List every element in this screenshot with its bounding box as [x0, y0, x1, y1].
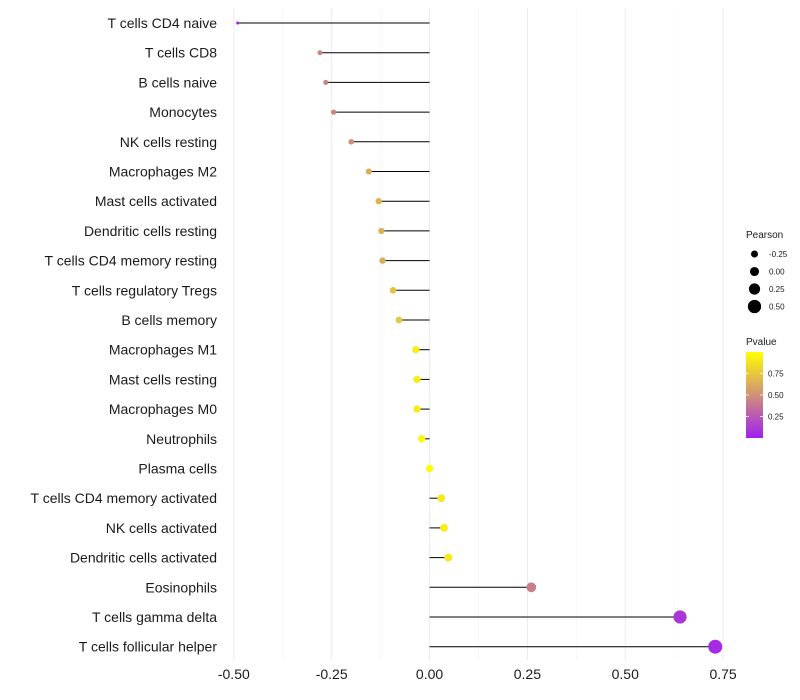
- lollipop-point: [412, 346, 420, 354]
- size-legend-key: [748, 283, 761, 295]
- lollipop-point: [365, 168, 372, 175]
- x-tick-label: -0.50: [218, 666, 250, 682]
- category-label: Dendritic cells resting: [84, 223, 217, 239]
- category-label: T cells CD8: [145, 45, 217, 61]
- category-label: Mast cells activated: [95, 193, 217, 209]
- category-label: NK cells activated: [106, 520, 217, 536]
- category-label: T cells CD4 memory resting: [45, 253, 217, 269]
- category-label: Macrophages M2: [109, 164, 217, 180]
- lollipop-segments: [237, 22, 716, 648]
- category-label: Macrophages M1: [109, 342, 217, 358]
- category-label: Mast cells resting: [109, 371, 217, 387]
- lollipop-point: [425, 464, 434, 473]
- category-label: T cells CD4 memory activated: [31, 490, 217, 506]
- category-label: B cells memory: [121, 312, 217, 328]
- color-legend: Pvalue 0.25 0.50 0.75: [746, 337, 784, 438]
- grid-lines: [233, 8, 724, 660]
- color-legend-title: Pvalue: [746, 337, 777, 348]
- lollipop-points: [236, 21, 723, 654]
- x-tick-label: 0.75: [709, 666, 736, 682]
- category-label: Eosinophils: [145, 579, 217, 595]
- category-label: T cells regulatory Tregs: [72, 282, 217, 298]
- size-legend-key: [747, 299, 762, 314]
- lollipop-point: [330, 109, 337, 115]
- size-legend-label: -0.25: [769, 250, 788, 259]
- lollipop-point: [413, 405, 421, 413]
- lollipop-point: [526, 582, 537, 593]
- size-legend: Pearson -0.25 0.00 0.25 0.50: [746, 230, 788, 314]
- x-axis-tick-labels: -0.50 -0.25 0.00 0.25 0.50 0.75: [218, 666, 737, 682]
- lollipop-point: [317, 50, 323, 56]
- size-legend-label: 0.00: [769, 268, 785, 277]
- lollipop-point: [348, 138, 355, 145]
- size-legend-key: [749, 266, 760, 277]
- lollipop-point: [323, 79, 329, 85]
- category-label: Neutrophils: [146, 431, 217, 447]
- size-legend-key: [751, 250, 758, 258]
- lollipop-point: [375, 198, 382, 205]
- lollipop-point: [437, 494, 446, 503]
- lollipop-point: [236, 21, 240, 25]
- category-label: B cells naive: [138, 74, 217, 90]
- category-label: NK cells resting: [120, 134, 217, 150]
- x-tick-label: -0.25: [316, 666, 348, 682]
- category-label: Macrophages M0: [109, 401, 217, 417]
- color-legend-label: 0.50: [768, 391, 784, 400]
- category-label: T cells follicular helper: [79, 639, 218, 655]
- lollipop-point: [378, 227, 385, 235]
- lollipop-point: [413, 375, 421, 383]
- category-label: Plasma cells: [138, 461, 217, 477]
- x-tick-label: 0.00: [416, 666, 443, 682]
- color-legend-label: 0.75: [768, 370, 784, 379]
- size-legend-label: 0.25: [769, 285, 785, 294]
- lollipop-point: [389, 286, 397, 294]
- lollipop-point: [673, 610, 687, 624]
- x-tick-label: 0.50: [612, 666, 639, 682]
- lollipop-point: [444, 553, 453, 562]
- lollipop-point: [418, 435, 426, 443]
- category-labels: T cells CD4 naive T cells CD8 B cells naiv…: [31, 15, 218, 655]
- size-legend-title: Pearson: [746, 230, 783, 241]
- category-label: Monocytes: [149, 104, 217, 120]
- category-label: T cells gamma delta: [92, 609, 217, 625]
- lollipop-point: [440, 523, 448, 532]
- lollipop-point: [379, 257, 386, 264]
- category-label: T cells CD4 naive: [108, 15, 218, 31]
- x-tick-label: 0.25: [514, 666, 541, 682]
- color-legend-bar: [746, 352, 763, 438]
- size-legend-label: 0.50: [769, 303, 785, 312]
- lollipop-point: [395, 316, 403, 324]
- color-legend-label: 0.25: [768, 413, 784, 422]
- category-label: Dendritic cells activated: [70, 550, 217, 566]
- lollipop-point: [708, 639, 723, 654]
